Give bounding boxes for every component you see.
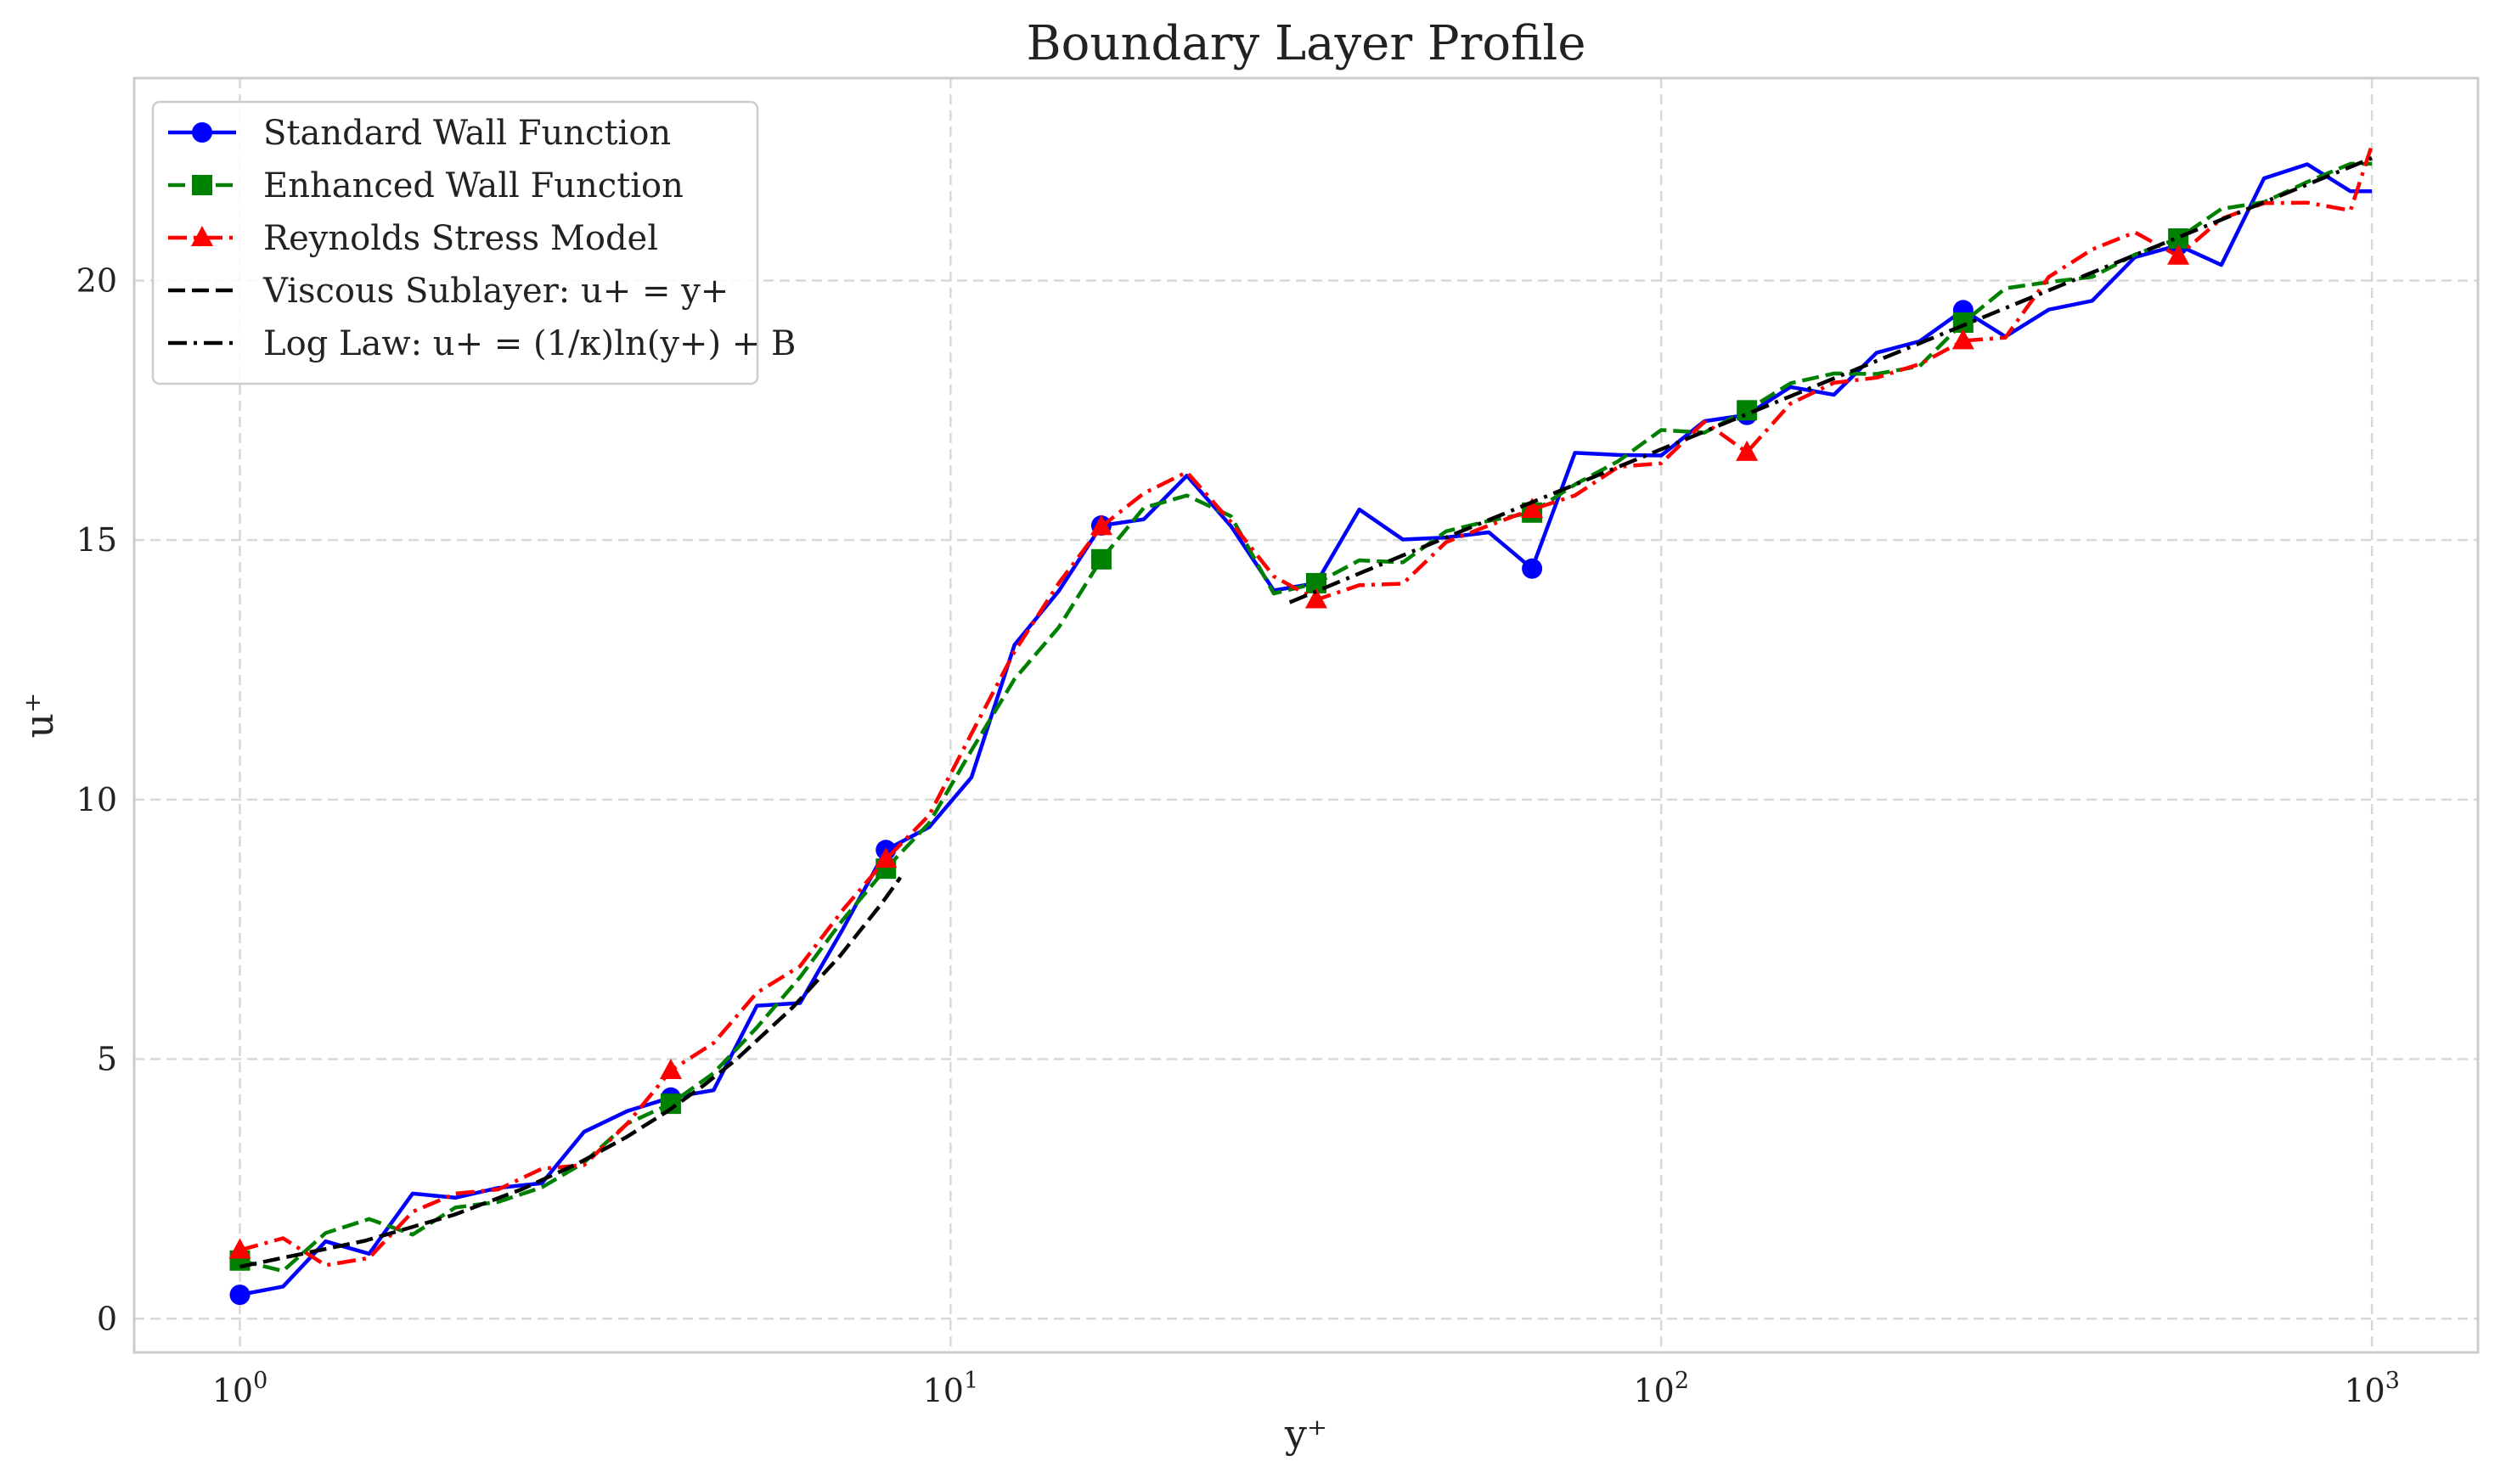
x-tick-base: 10 xyxy=(1633,1372,1674,1409)
data-point xyxy=(1522,558,1543,579)
x-tick-base: 10 xyxy=(212,1372,253,1409)
y-tick-label: 0 xyxy=(97,1300,117,1337)
legend-box xyxy=(151,100,759,385)
y-tick-label: 15 xyxy=(76,521,117,559)
series-line xyxy=(1288,156,2373,604)
x-tick-base: 10 xyxy=(923,1372,964,1409)
legend-label: Reynolds Stress Model xyxy=(263,219,658,258)
chart-title: Boundary Layer Profile xyxy=(1027,16,1586,71)
series-4 xyxy=(1288,156,2373,604)
plot-area-frame xyxy=(132,76,2480,1354)
series-layer xyxy=(228,144,2374,1306)
y-tick-label: 5 xyxy=(97,1041,117,1078)
x-tick-exponent: 1 xyxy=(964,1368,978,1394)
data-point xyxy=(1090,514,1112,536)
legend-swatch-marker xyxy=(192,175,212,195)
legend-swatch-marker xyxy=(191,226,213,246)
legend-label: Log Law: u+ = (1/κ)ln(y+) + B xyxy=(263,324,796,363)
x-axis-label: y⁺ xyxy=(1284,1411,1327,1457)
data-point xyxy=(1090,548,1112,570)
legend-label: Enhanced Wall Function xyxy=(263,166,684,205)
x-tick-exponent: 3 xyxy=(2385,1368,2400,1394)
y-tick-label: 10 xyxy=(76,781,117,818)
legend-label: Viscous Sublayer: u+ = y+ xyxy=(262,272,729,311)
x-tick-exponent: 2 xyxy=(1675,1368,1689,1394)
series-line xyxy=(239,876,903,1269)
data-point xyxy=(1736,440,1759,461)
legend: Standard Wall Function Enhanced Wall Func… xyxy=(151,100,796,385)
data-point xyxy=(2167,244,2190,265)
x-tick-label: 100 xyxy=(212,1368,268,1409)
legend-label: Standard Wall Function xyxy=(263,114,671,153)
data-point xyxy=(1951,329,1974,350)
data-point xyxy=(228,1238,251,1259)
x-tick-exponent: 0 xyxy=(253,1368,267,1394)
data-point xyxy=(1304,587,1327,609)
legend-swatch-marker xyxy=(192,122,212,143)
series-3 xyxy=(239,876,903,1269)
data-point xyxy=(1521,497,1544,519)
x-tick-label: 103 xyxy=(2344,1368,2400,1409)
data-point xyxy=(875,847,898,868)
x-tick-base: 10 xyxy=(2344,1372,2385,1409)
data-point xyxy=(659,1059,682,1080)
y-tick-label: 20 xyxy=(76,261,117,299)
data-point xyxy=(229,1284,251,1306)
x-tick-label: 102 xyxy=(1633,1368,1689,1409)
x-tick-label: 101 xyxy=(923,1368,979,1409)
series-2 xyxy=(228,144,2374,1268)
y-axis-label: u⁺ xyxy=(16,693,62,739)
